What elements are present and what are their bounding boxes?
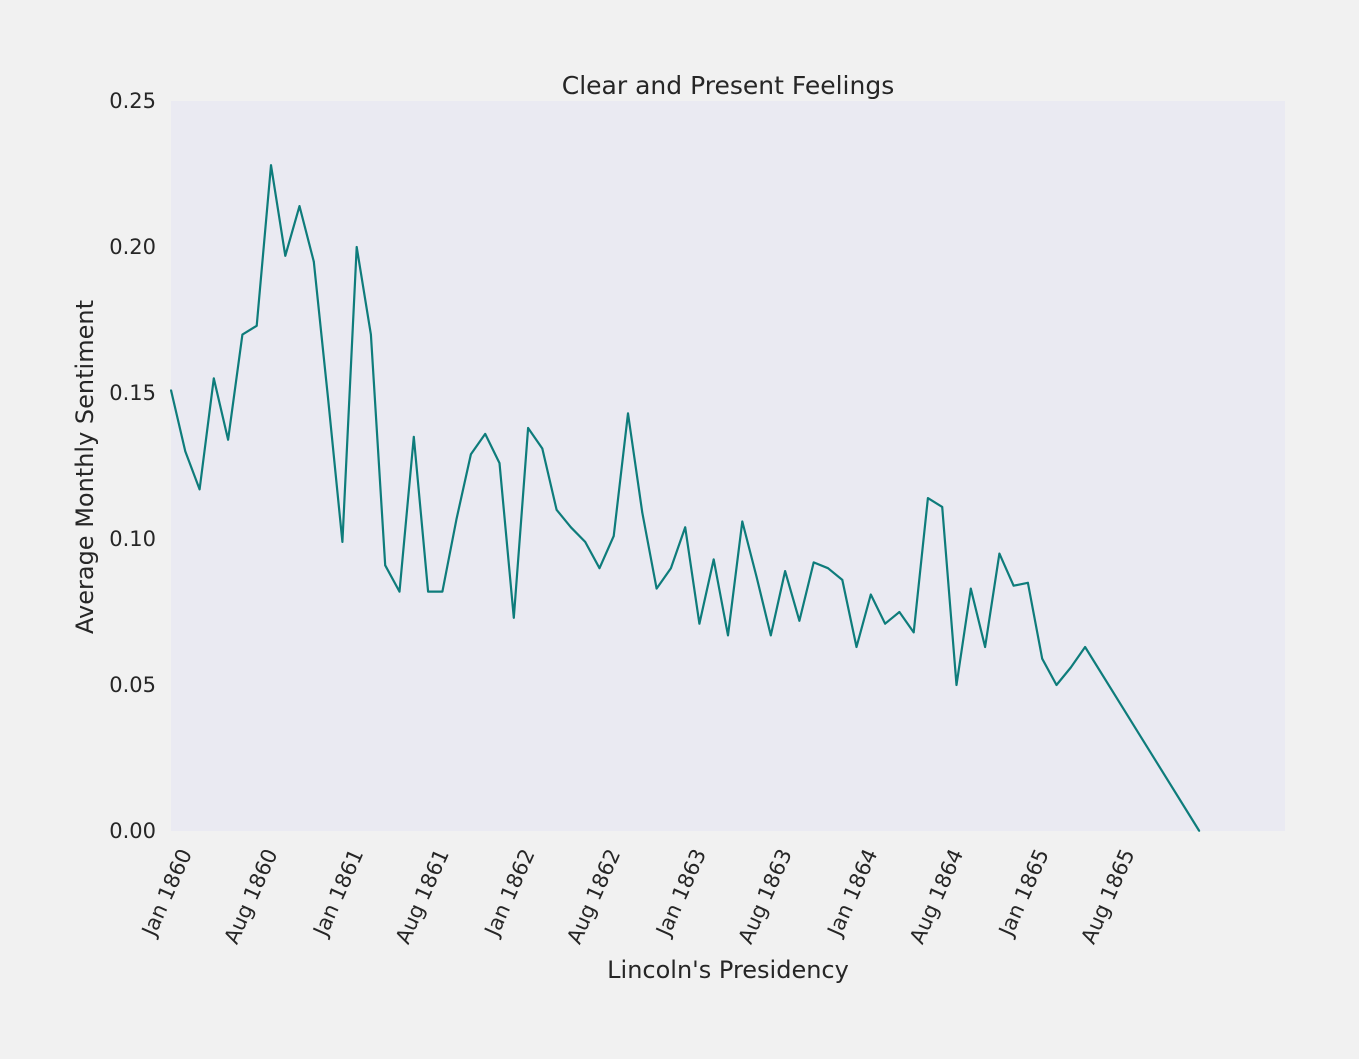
data-point (741, 520, 744, 523)
data-point (927, 497, 929, 499)
x-tick-label: Aug 1861 (391, 845, 454, 947)
data-point (298, 205, 301, 208)
data-point (570, 526, 572, 529)
x-tick-label: Jan 1860 (136, 845, 196, 941)
y-tick-label: 0.15 (109, 381, 156, 405)
data-point (727, 634, 729, 637)
data-point (212, 377, 215, 380)
data-point (255, 324, 258, 327)
data-point (198, 488, 201, 491)
data-point (327, 397, 329, 400)
data-point (470, 453, 472, 456)
data-point (698, 622, 701, 625)
data-point (670, 567, 672, 570)
data-point (1012, 584, 1015, 587)
x-tick-label: Jan 1861 (308, 845, 368, 941)
data-point (755, 576, 758, 578)
data-point (312, 260, 315, 263)
data-point (769, 634, 772, 637)
data-point (612, 535, 615, 537)
data-point (641, 511, 644, 514)
data-point (712, 558, 715, 561)
y-tick-label: 0.00 (109, 819, 156, 843)
data-point (241, 333, 244, 336)
chart-title: Clear and Present Feelings (562, 71, 894, 100)
data-point (341, 541, 344, 543)
data-point (498, 462, 501, 464)
y-tick-label: 0.25 (109, 89, 156, 113)
x-tick-label: Jan 1862 (479, 845, 539, 941)
data-points (170, 164, 1201, 832)
data-point (1027, 581, 1029, 584)
data-point (812, 561, 815, 564)
y-axis-ticks: 0.00 0.05 0.10 0.15 0.20 0.25 (109, 89, 156, 843)
data-point (898, 611, 901, 613)
x-tick-label: Jan 1865 (993, 845, 1053, 941)
data-point (1084, 646, 1086, 648)
sentiment-series-line (169, 164, 1201, 832)
data-point (998, 552, 1001, 555)
data-point (227, 438, 230, 441)
data-point (684, 526, 687, 529)
data-point (784, 570, 786, 572)
data-point (427, 590, 429, 593)
data-point (627, 412, 629, 415)
data-point (355, 246, 358, 248)
y-tick-label: 0.20 (109, 235, 156, 259)
data-point (798, 619, 801, 622)
x-tick-label: Jan 1863 (651, 845, 711, 941)
data-point (1198, 830, 1201, 832)
x-axis-ticks: Jan 1860 Aug 1860 Jan 1861 Aug 1861 Jan 1862… (136, 845, 1139, 947)
data-point (541, 447, 544, 450)
data-point (1041, 657, 1044, 660)
x-tick-label: Jan 1864 (822, 845, 882, 941)
data-point (827, 567, 829, 570)
data-point (284, 254, 287, 257)
data-point (1069, 666, 1072, 669)
data-point (384, 564, 387, 567)
data-point (170, 389, 172, 391)
data-point (555, 508, 558, 511)
x-tick-label: Aug 1863 (734, 845, 797, 947)
data-point (527, 427, 529, 429)
data-point (955, 684, 958, 686)
data-point (941, 506, 944, 508)
y-tick-label: 0.05 (109, 673, 156, 697)
data-point (584, 541, 587, 543)
data-point (441, 590, 444, 593)
data-point (855, 646, 858, 648)
data-point (370, 333, 372, 336)
plot-area (171, 101, 1285, 831)
y-tick-label: 0.10 (109, 527, 156, 551)
x-tick-label: Aug 1864 (905, 845, 968, 947)
x-axis-label: Lincoln's Presidency (607, 956, 849, 984)
data-point (869, 593, 872, 596)
data-point (969, 587, 972, 590)
data-point (841, 579, 844, 581)
data-point (184, 450, 187, 453)
data-point (912, 631, 915, 634)
x-tick-label: Aug 1862 (562, 845, 625, 947)
data-point (655, 587, 658, 590)
x-tick-label: Aug 1860 (219, 845, 282, 947)
data-point (270, 164, 272, 167)
data-point (598, 567, 601, 570)
data-point (884, 622, 886, 625)
data-point (984, 646, 986, 648)
data-point (455, 517, 458, 520)
data-point (412, 435, 415, 438)
x-tick-label: Aug 1865 (1076, 845, 1139, 947)
y-axis-label: Average Monthly Sentiment (71, 300, 99, 634)
data-point (398, 590, 401, 593)
data-point (484, 433, 487, 435)
data-point (1055, 684, 1058, 686)
data-point (512, 616, 515, 619)
